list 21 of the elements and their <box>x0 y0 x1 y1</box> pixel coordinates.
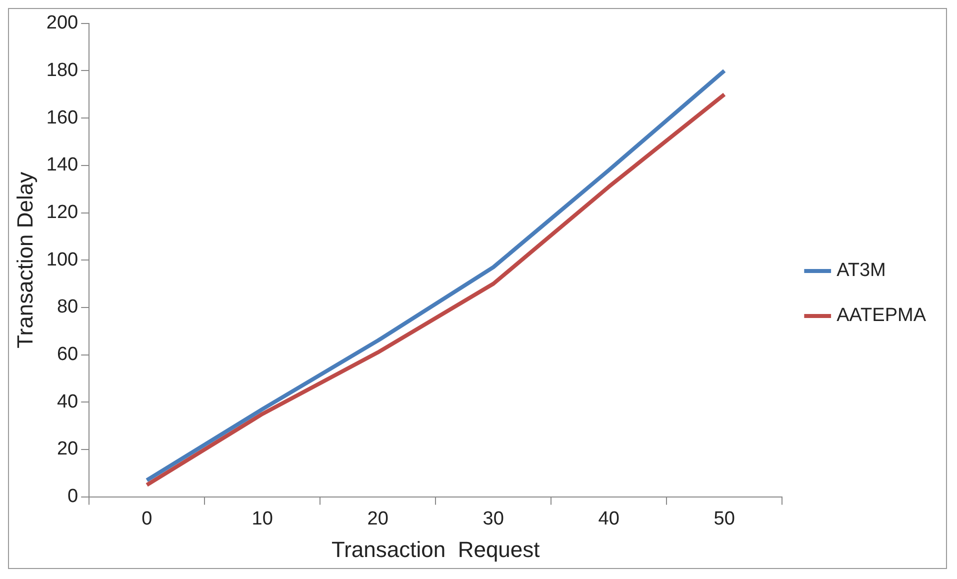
x-tick-label: 50 <box>714 508 735 530</box>
y-tick-label: 100 <box>46 249 78 270</box>
x-tick-label: 10 <box>252 508 273 530</box>
x-axis-title: Transaction Request <box>331 536 540 562</box>
y-tick-label: 160 <box>46 107 78 128</box>
y-tick-label: 200 <box>46 12 78 34</box>
legend-label: AT3M <box>836 260 886 282</box>
y-tick-label: 180 <box>46 60 78 81</box>
y-tick-label: 40 <box>56 391 78 412</box>
x-tick-label: 0 <box>142 508 152 530</box>
y-tick-label: 120 <box>46 202 78 223</box>
y-tick-label: 20 <box>56 438 78 460</box>
y-axis-title: Transaction Delay <box>12 172 38 348</box>
x-tick-label: 30 <box>482 508 504 530</box>
x-tick-label: 20 <box>367 508 388 530</box>
x-tick-label: 40 <box>598 508 620 530</box>
y-tick-label: 140 <box>46 154 78 176</box>
y-tick-label: 0 <box>68 486 78 508</box>
y-tick-label: 80 <box>56 296 78 318</box>
y-tick-label: 60 <box>56 344 78 366</box>
legend-label: AATEPMA <box>836 305 926 326</box>
